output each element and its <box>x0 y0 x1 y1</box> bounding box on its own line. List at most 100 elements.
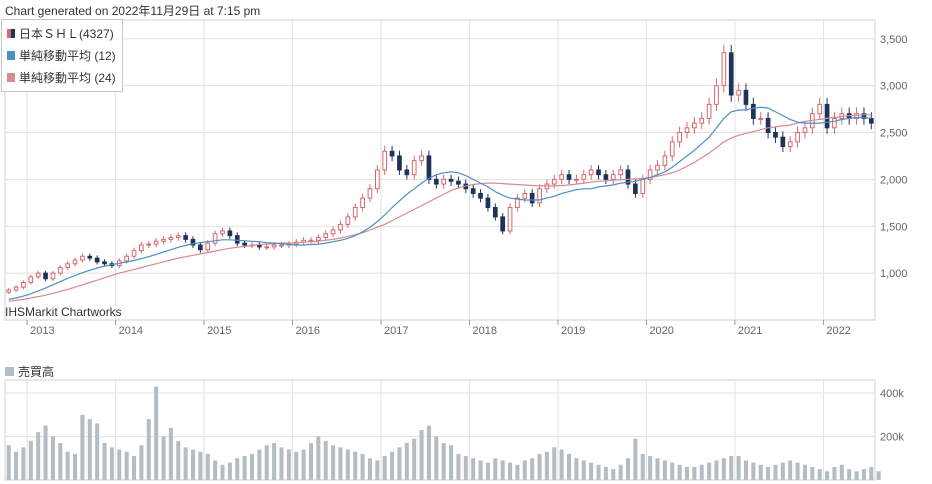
volume-bar <box>611 469 616 480</box>
volume-bar <box>367 458 372 480</box>
volume-bar <box>412 438 417 480</box>
volume-bar <box>249 453 255 480</box>
volume-bar <box>73 453 78 480</box>
legend-item-sma12[interactable]: 単純移動平均 (12) <box>2 44 122 66</box>
candle-body <box>456 180 461 185</box>
sma24-line <box>8 114 872 302</box>
volume-bar <box>655 458 660 480</box>
candle-body <box>220 230 225 235</box>
volume-bar <box>854 471 859 480</box>
volume-bar <box>633 438 638 480</box>
candle-body <box>692 122 697 129</box>
x-tick-label: 2020 <box>649 325 673 337</box>
candle-body <box>780 136 786 148</box>
legend-label-sma12: 単純移動平均 (12) <box>19 48 116 63</box>
candle-body <box>824 103 830 129</box>
candle-body <box>721 52 727 87</box>
candle-body <box>131 250 137 257</box>
candle-body <box>610 174 616 180</box>
candle-body <box>868 117 874 124</box>
candle-body <box>72 259 78 265</box>
candle-body <box>21 282 26 288</box>
volume-bar <box>36 432 41 480</box>
candle-body <box>124 255 129 262</box>
x-tick-label: 2019 <box>561 325 585 337</box>
volume-bar <box>832 466 837 480</box>
x-tick-label: 2016 <box>296 325 320 337</box>
volume-bar <box>28 440 33 480</box>
candle-body <box>529 192 535 204</box>
volume-bar <box>625 458 631 480</box>
legend-item-sma24[interactable]: 単純移動平均 (24) <box>2 66 122 88</box>
volume-bar <box>242 456 247 480</box>
volume-bar <box>419 430 424 480</box>
candle-body <box>787 141 793 148</box>
chartworks-watermark: IHSMarkit Chartworks <box>5 305 122 319</box>
candle-body <box>854 113 859 119</box>
candle-body <box>382 150 388 171</box>
candle-body <box>338 223 343 231</box>
x-tick-label: 2018 <box>472 325 496 337</box>
volume-bar <box>50 436 55 480</box>
volume-bar <box>257 449 262 480</box>
volume-bar <box>434 436 439 480</box>
volume-bar <box>802 464 807 480</box>
volume-bar <box>544 451 549 480</box>
candle-body <box>57 267 63 274</box>
candle-body <box>198 244 203 251</box>
candle-body <box>404 169 410 176</box>
candle-body <box>832 117 837 129</box>
volume-bar <box>264 445 269 480</box>
candle-body <box>146 243 152 246</box>
candle-body <box>581 174 587 180</box>
candle-body <box>35 272 41 278</box>
candle-body <box>751 103 756 119</box>
volume-bar <box>471 458 476 480</box>
volume-bar <box>810 466 815 480</box>
candle-body <box>743 89 749 105</box>
candle-body <box>669 141 675 157</box>
volume-bar <box>788 460 793 480</box>
candle-body <box>736 89 741 96</box>
volume-bar <box>456 453 461 480</box>
volume-bar <box>87 419 92 480</box>
volume-bar <box>707 462 712 480</box>
candle-body <box>655 164 660 171</box>
x-tick-label: 2017 <box>384 325 408 337</box>
volume-bar <box>146 419 151 480</box>
candle-body <box>330 229 336 235</box>
volume-bar <box>537 453 542 480</box>
candle-body <box>153 240 159 245</box>
candle-body <box>603 174 609 180</box>
candle-body <box>861 113 867 119</box>
candle-body <box>588 169 594 176</box>
candle-body <box>175 235 181 238</box>
sma12-line <box>8 106 872 300</box>
volume-bar <box>743 460 749 480</box>
candle-body <box>765 117 771 133</box>
volume-bar <box>648 456 653 480</box>
candle-body <box>433 178 439 185</box>
volume-legend[interactable]: 売買高 <box>5 363 54 380</box>
candle-body <box>264 246 270 249</box>
volume-bar <box>382 456 387 480</box>
candle-body <box>625 169 631 185</box>
candle-body <box>43 272 48 280</box>
volume-bar <box>566 453 572 480</box>
volume-bar <box>227 462 232 480</box>
volume-bar <box>161 436 166 480</box>
legend-label-candle: 日本ＳＨＬ(4327) <box>19 26 114 41</box>
y-tick-label: 2,500 <box>880 128 908 140</box>
chart-generated-header: Chart generated on 2022年11月29日 at 7:15 p… <box>5 4 261 18</box>
legend-item-candle[interactable]: 日本ＳＨＬ(4327) <box>2 22 122 44</box>
candle-body <box>618 169 623 176</box>
volume-bar <box>729 456 734 480</box>
volume-bar <box>183 447 188 480</box>
volume-bar <box>839 464 844 480</box>
volume-bar <box>574 458 579 480</box>
volume-bar <box>522 460 527 480</box>
candle-body <box>596 169 601 176</box>
volume-bar <box>21 447 26 480</box>
candle-body <box>662 155 668 166</box>
y-tick-label: 3,000 <box>880 81 908 93</box>
